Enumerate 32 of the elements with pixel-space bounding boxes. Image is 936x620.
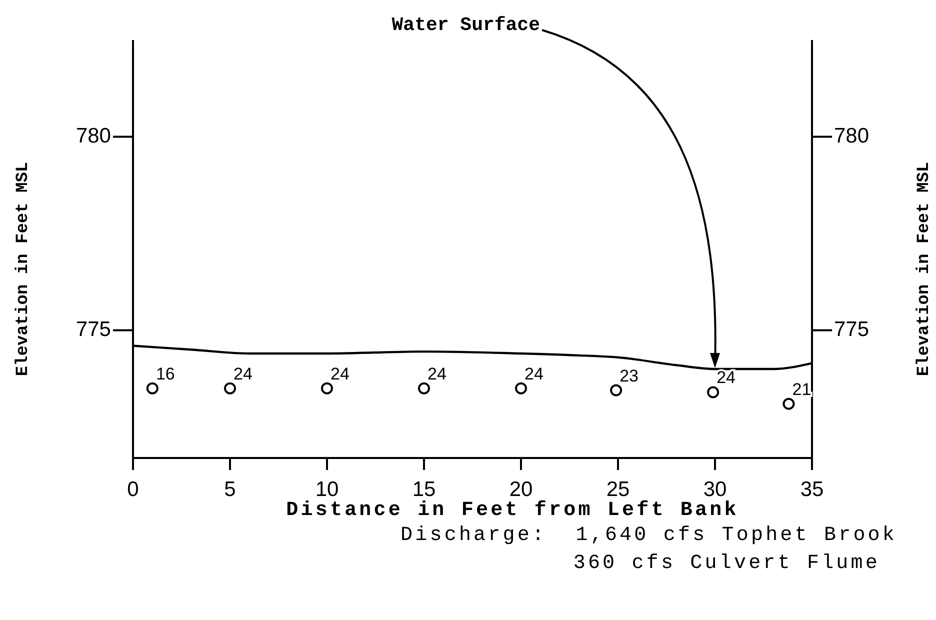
point [515,382,527,394]
annotation: 24 [428,364,446,384]
text: Discharge: 1,640 cfs Tophet Brook [400,524,897,547]
annotation: 24 [234,364,252,384]
x-tick-label: 30 [703,478,727,501]
point [224,382,236,394]
y2-tick-label: 775 [834,318,870,341]
annotation: 21 [792,380,812,399]
point [146,382,158,394]
x-tick-label: 25 [606,478,630,501]
point [707,386,720,398]
annotation: 24 [716,368,736,388]
x-tick-label: 20 [509,478,533,501]
y2-tick-label: 780 [834,124,870,148]
point [610,384,622,396]
annotation: 16 [156,364,175,384]
x-tick-label: 5 [224,478,236,501]
annotation: 24 [330,364,350,384]
x-axis-title: Distance in Feet from Left Bank [286,499,739,522]
y-axis-title: Elevation in Feet MSL [14,162,33,376]
y2-axis-title: Elevation in Feet MSL [915,162,934,376]
point [418,382,430,394]
annotation: 23 [620,366,639,386]
point [321,382,333,394]
point [782,398,795,410]
annotation: 24 [524,364,544,384]
text: 360 cfs Culvert Flume [573,552,880,575]
annotation: Water Surface [392,14,540,36]
x-tick-label: 15 [412,478,436,501]
x-tick-label: 0 [127,478,139,501]
x-tick-label: 10 [315,478,339,501]
x-tick-label: 35 [800,478,824,501]
